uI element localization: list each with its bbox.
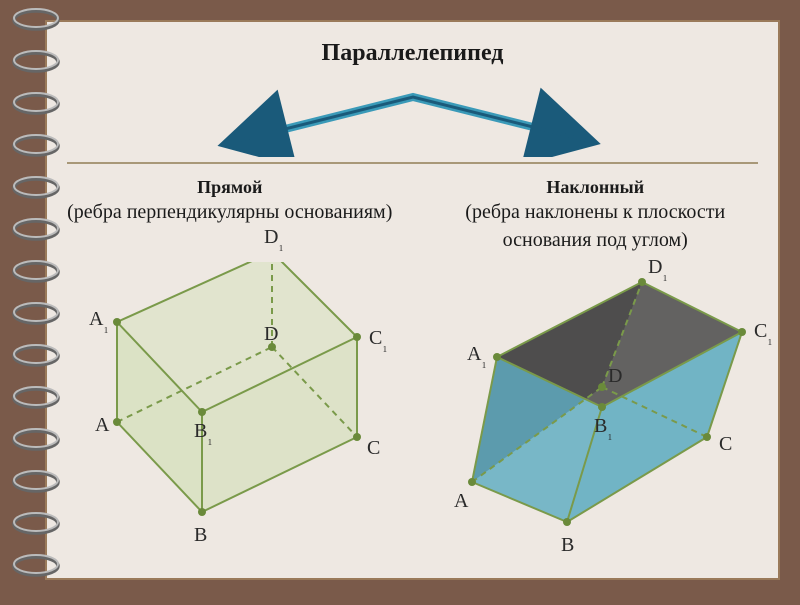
column-left: Прямой (ребра перпендикулярны основаниям… — [47, 177, 413, 254]
vertex-label: C — [367, 437, 380, 460]
vertex-label: C — [719, 433, 732, 456]
vertex-label: A — [454, 490, 468, 513]
page-title: Параллелепипед — [47, 40, 778, 67]
right-description: (ребра наклонены к плоскости основания п… — [433, 198, 759, 254]
vertex-label: D₁ — [264, 226, 284, 253]
vertex-label: B — [194, 524, 207, 547]
vertex-label: D — [608, 365, 622, 388]
divider — [67, 162, 758, 164]
left-subtitle: Прямой — [67, 177, 393, 198]
vertex-label: D — [264, 323, 278, 346]
columns: Прямой (ребра перпендикулярны основаниям… — [47, 177, 778, 254]
vertex-label: A — [95, 414, 109, 437]
vertex-label: D₁ — [648, 256, 668, 283]
spiral-svg — [8, 0, 68, 600]
vertex-label: A₁ — [467, 343, 487, 370]
right-subtitle: Наклонный — [433, 177, 759, 198]
diagram-left — [47, 262, 417, 562]
content-area: Параллелепипед Прямой (ребра перпендикул… — [45, 20, 780, 580]
vertex-label: B₁ — [594, 415, 613, 442]
left-description: (ребра перпендикулярны основаниям) — [67, 198, 393, 226]
split-arrows — [203, 82, 623, 157]
vertex-label: B₁ — [194, 420, 213, 447]
diagram-right — [417, 262, 787, 562]
column-right: Наклонный (ребра наклонены к плоскости о… — [413, 177, 779, 254]
vertex-label: C₁ — [754, 320, 773, 347]
vertex-label: A₁ — [89, 308, 109, 335]
diagrams: ABCDA₁B₁C₁D₁ ABCDA₁B₁C₁D₁ — [47, 282, 778, 582]
spiral-binding — [8, 0, 68, 600]
vertex-label: C₁ — [369, 327, 388, 354]
vertex-label: B — [561, 534, 574, 557]
